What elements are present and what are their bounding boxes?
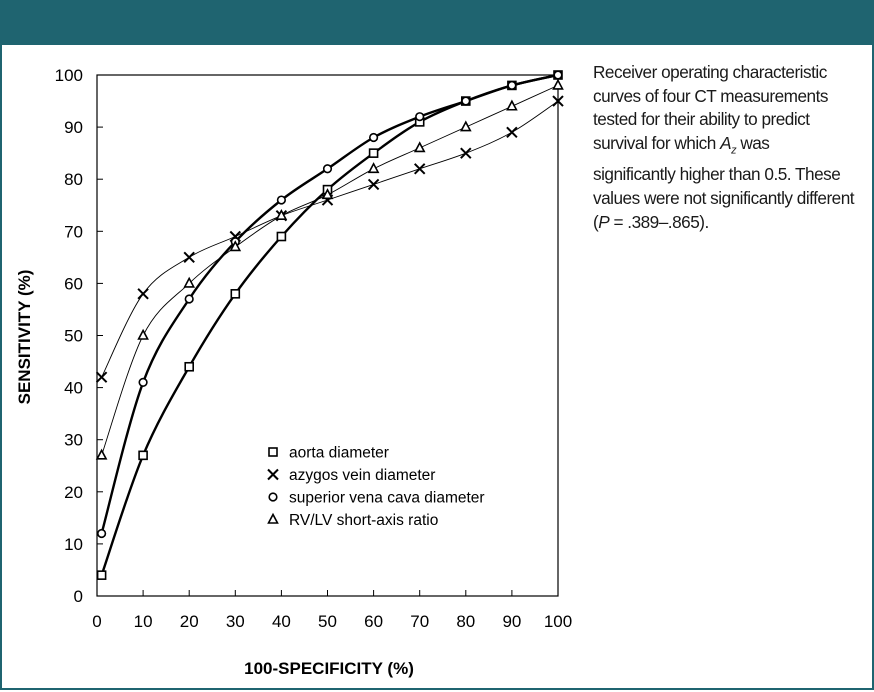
x-marker [552,95,564,107]
figure-caption: Receiver operating characteristic curves… [593,61,855,234]
square-marker [184,361,194,372]
x-marker [183,251,195,264]
x-marker-stroke [413,163,426,175]
x-marker [460,147,472,159]
circle-marker [415,112,425,122]
x-marker [367,178,380,191]
y-tick-label: 70 [64,222,83,241]
y-tick-label: 40 [64,379,83,398]
caption-text-3: = .389–.865). [609,211,709,232]
legend-label: azygos vein diameter [289,467,435,484]
caption-az-sub: z [731,144,737,157]
y-tick-label: 100 [55,66,83,85]
caption-p: P [598,211,610,232]
square-marker [96,570,107,580]
x-marker-stroke [552,95,564,107]
triangle-marker [459,120,472,132]
y-axis-ticks: 0 10 20 30 40 50 60 70 80 90 100 [55,66,103,606]
x-tick-label: 70 [410,612,429,631]
x-marker-stroke [267,468,279,481]
caption-az-main: A [720,133,732,154]
caption-az: Az [720,133,736,156]
triangle-marker [413,141,426,153]
triangle-marker [183,276,196,288]
y-tick-label: 10 [64,535,83,554]
x-marker-stroke [137,288,149,300]
circle-marker [268,492,278,502]
square-marker [368,148,379,158]
circle-marker [507,80,517,91]
y-tick-label: 90 [64,118,83,137]
y-tick-label: 20 [64,483,83,502]
data-markers [95,70,564,580]
triangle-marker [552,78,564,90]
x-tick-label: 80 [456,612,475,631]
roc-chart: 0 10 20 30 40 50 60 70 80 90 100 0 10 20 30 40 50 60 70 80… [15,66,572,678]
caption-text-2: was significantly higher than 0.5. These… [593,133,855,232]
x-marker [506,126,518,139]
x-tick-label: 30 [226,612,245,631]
x-marker-stroke [367,178,380,191]
square-marker [138,450,148,461]
x-tick-label: 50 [318,612,337,631]
y-tick-label: 50 [64,327,83,346]
y-tick-label: 60 [64,274,83,293]
legend: aorta diameter azygos vein diameter superi… [267,445,485,529]
curve-triangle [101,84,559,456]
y-tick-label: 0 [74,587,83,606]
legend-label: RV/LV short-axis ratio [289,512,438,529]
header-bar [2,2,872,45]
square-marker [276,231,287,242]
circle-marker [461,96,471,106]
triangle-marker [275,208,288,220]
x-axis-label: 100-SPECIFICITY (%) [244,659,414,678]
x-tick-label: 60 [364,612,383,631]
circle-marker [369,132,379,143]
triangle-marker [321,188,334,200]
x-marker [267,468,279,481]
x-marker [95,371,108,383]
x-tick-label: 90 [502,612,521,631]
x-tick-label: 100 [544,612,572,631]
y-axis-label: SENSITIVITY (%) [15,270,34,405]
circle-marker [276,195,287,205]
y-tick-label: 80 [64,170,83,189]
x-tick-label: 20 [180,612,199,631]
x-marker-stroke [95,371,108,383]
curve-x [101,100,559,378]
legend-label: aorta diameter [289,445,389,462]
x-tick-label: 40 [272,612,291,631]
x-marker-stroke [183,251,195,264]
triangle-marker [229,240,242,252]
triangle-marker [267,512,279,524]
x-marker-stroke [506,126,518,139]
x-axis-ticks: 0 10 20 30 40 50 60 70 80 90 100 [92,590,572,631]
triangle-marker [137,328,149,340]
legend-label: superior vena cava diameter [289,490,485,507]
triangle-marker [506,99,518,111]
y-tick-label: 30 [64,431,83,450]
square-marker [268,447,278,457]
square-marker [230,289,241,299]
circle-marker [322,164,333,174]
circle-marker [138,377,148,387]
caption-text-1: Receiver operating characteristic curves… [593,62,828,154]
x-tick-label: 10 [134,612,153,631]
triangle-marker [367,162,380,174]
curve-circle [100,73,559,534]
x-marker [413,163,426,175]
circle-marker [553,70,563,80]
x-marker-stroke [460,147,472,159]
x-tick-label: 0 [92,612,101,631]
triangle-marker [95,448,108,460]
circle-marker [97,528,107,539]
x-marker [137,288,149,300]
circle-marker [184,294,194,304]
